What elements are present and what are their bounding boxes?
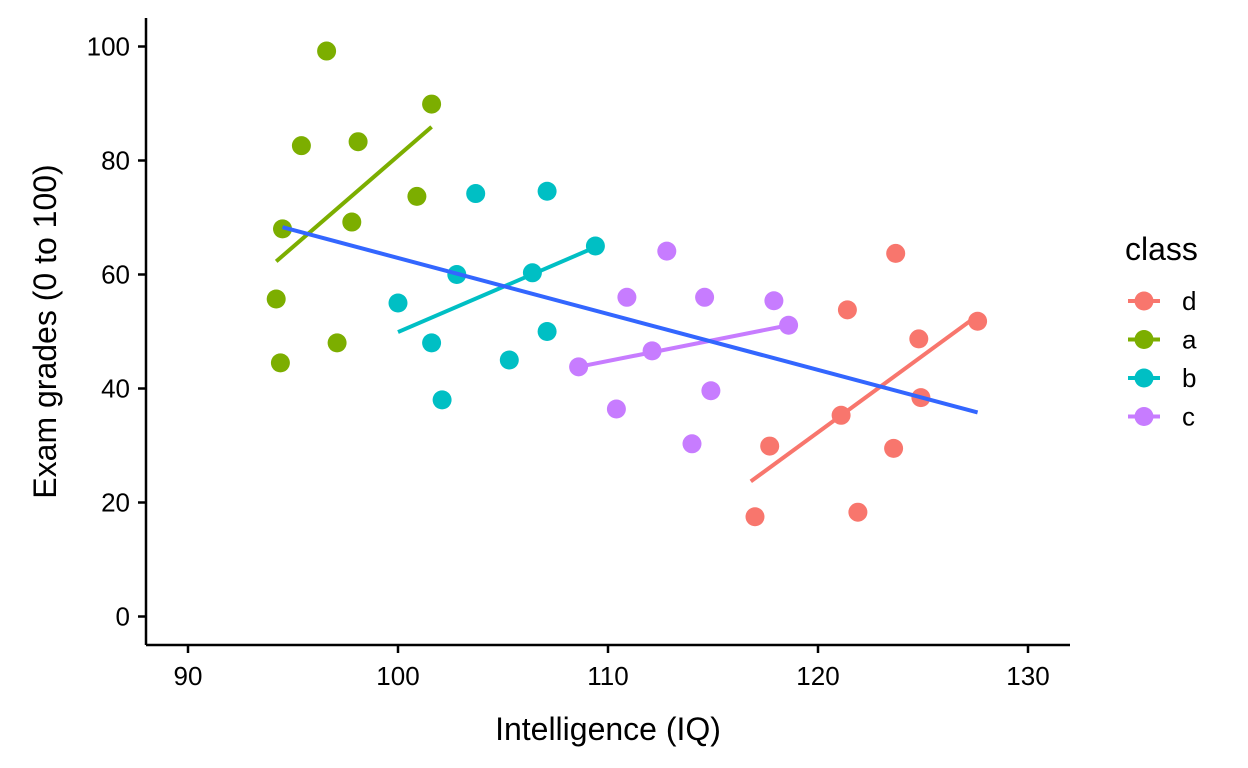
- x-tick-label: 110: [587, 661, 628, 691]
- fit-line-b: [397, 245, 597, 334]
- point-b-7: [537, 181, 557, 201]
- point-a-5: [327, 333, 347, 353]
- point-a-9: [422, 94, 442, 114]
- x-tick-label: 120: [796, 661, 839, 691]
- point-c-5: [682, 434, 702, 454]
- point-c-7: [701, 381, 721, 401]
- point-d-7: [909, 329, 929, 349]
- legend-key-point-c: [1134, 407, 1154, 426]
- point-c-8: [764, 291, 784, 311]
- y-tick-label: 0: [116, 602, 130, 632]
- point-d-3: [837, 300, 857, 320]
- point-c-2: [617, 287, 637, 307]
- axes-layer: 90 100 110 120 130 0 20 40 60 80 100: [87, 18, 1070, 691]
- y-tick-label: 40: [101, 374, 130, 404]
- y-tick-label: 20: [101, 488, 130, 518]
- point-c-4: [657, 241, 677, 261]
- point-d-5: [884, 438, 904, 458]
- point-a-6: [342, 212, 362, 232]
- point-a-8: [407, 186, 427, 206]
- legend-item-d: d: [1128, 286, 1196, 316]
- point-c-6: [695, 287, 715, 307]
- y-axis-title: Exam grades (0 to 100): [27, 164, 63, 498]
- point-a-3: [291, 136, 311, 156]
- y-tick-label: 100: [87, 32, 130, 62]
- point-d-2: [831, 405, 851, 425]
- point-b-1: [422, 333, 442, 353]
- point-c-9: [779, 315, 799, 335]
- point-b-9: [585, 236, 605, 256]
- legend-item-b: b: [1128, 363, 1196, 393]
- point-d-0: [745, 507, 765, 527]
- regression-lines-layer: [274, 125, 979, 484]
- overall-fit-line: [281, 225, 979, 415]
- point-b-0: [388, 293, 408, 313]
- fit-line-a: [274, 125, 433, 263]
- y-tick-label: 80: [101, 146, 130, 176]
- legend-label-d: d: [1182, 286, 1196, 316]
- point-c-1: [606, 399, 626, 419]
- point-d-1: [760, 436, 780, 456]
- legend-key-point-d: [1134, 291, 1154, 311]
- legend-item-a: a: [1128, 325, 1197, 355]
- point-a-4: [317, 41, 337, 61]
- x-tick-label: 90: [174, 661, 203, 691]
- point-d-6: [886, 243, 906, 263]
- legend-label-a: a: [1182, 325, 1197, 355]
- point-b-5: [499, 350, 519, 370]
- point-a-1: [270, 353, 290, 373]
- y-tick-label: 60: [101, 260, 130, 290]
- legend-item-c: c: [1128, 402, 1195, 432]
- legend-title: class: [1125, 231, 1198, 267]
- fit-line-d: [749, 313, 979, 484]
- point-c-0: [569, 357, 589, 377]
- data-points-layer: [266, 41, 988, 527]
- point-a-7: [348, 132, 368, 152]
- legend-label-b: b: [1182, 363, 1196, 393]
- point-d-4: [848, 502, 868, 522]
- point-b-8: [537, 322, 557, 341]
- x-tick-label: 130: [1006, 661, 1049, 691]
- fit-line-c: [578, 323, 789, 369]
- legend-key-point-a: [1134, 330, 1154, 349]
- legend-key-point-b: [1134, 368, 1154, 388]
- x-axis-title: Intelligence (IQ): [495, 711, 721, 747]
- legend-label-c: c: [1182, 402, 1195, 432]
- point-a-0: [266, 289, 286, 309]
- point-b-6: [522, 263, 542, 283]
- point-b-2: [432, 390, 452, 410]
- x-tick-label: 100: [376, 661, 419, 691]
- point-d-9: [968, 311, 988, 331]
- point-c-3: [642, 341, 662, 361]
- point-b-4: [466, 184, 486, 204]
